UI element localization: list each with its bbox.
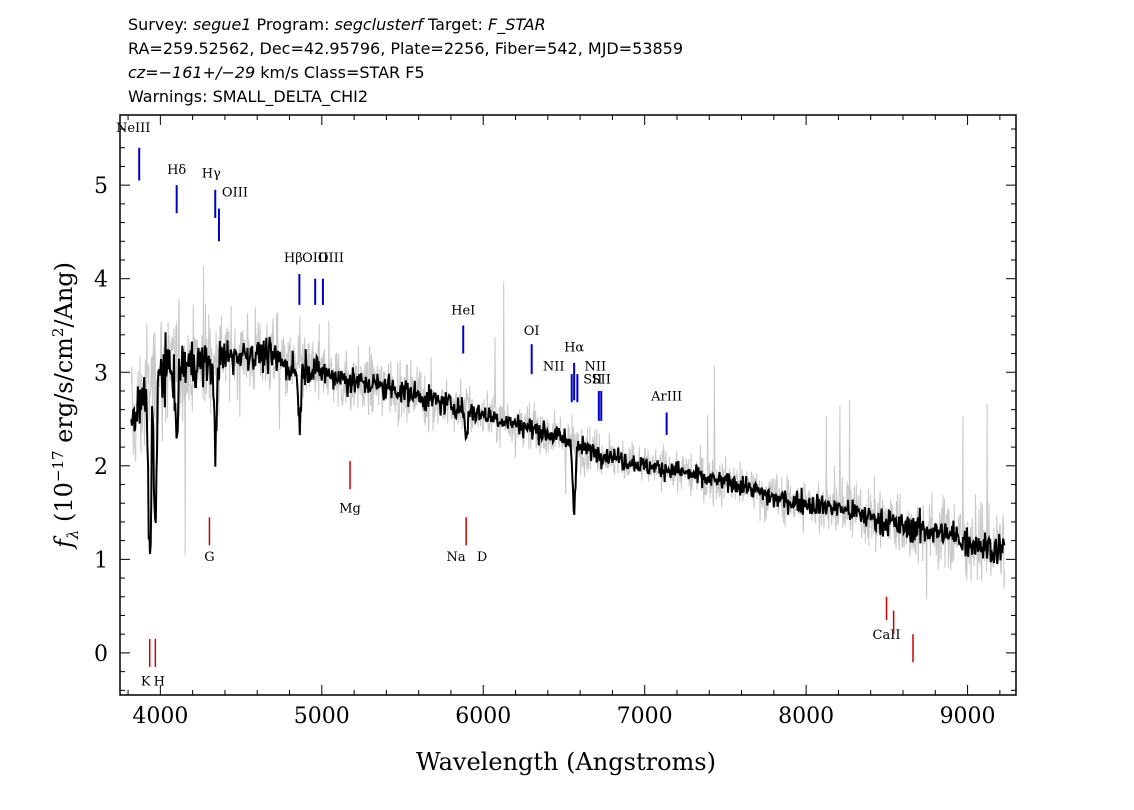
absorption-line-label: Na [447,550,466,565]
x-tick-label: 4000 [132,704,188,729]
emission-line-label: Hβ [284,251,303,266]
emission-line-label: Hα [564,341,584,356]
emission-line-label: SII [583,372,602,387]
flux-spectrum [130,332,1006,565]
emission-line-label: ArIII [650,389,682,404]
y-tick-label: 3 [94,361,108,386]
absorption-line-label: G [204,550,214,565]
axes: 4000 5000 6000 7000 8000 9000 0 1 2 3 4 5 [94,114,1017,729]
x-tick-label: 6000 [455,704,511,729]
x-tick-label: 9000 [940,704,996,729]
emission-line-label: OIII [318,251,344,266]
noise-spectrum [130,266,1005,600]
y-tick-label: 4 [94,268,108,293]
x-axis-title: Wavelength (Angstroms) [416,748,716,776]
header-line-3: cz=−161+/−29 km/s Class=STAR F5 [128,63,425,82]
emission-line-label: NII [585,359,607,374]
emission-line-label: OIII [302,251,328,266]
header: Survey: segue1 Program: segclusterf Targ… [128,15,683,107]
absorption-line-label: D [477,550,487,565]
emission-line-label: HeI [451,303,475,318]
y-tick-label: 0 [94,642,108,667]
emission-line-label: NII [543,359,565,374]
emission-line-label: NeIII [116,121,150,136]
y-tick-label: 2 [94,455,108,480]
plot-frame [119,114,1017,696]
header-line-2: RA=259.52562, Dec=42.95796, Plate=2256, … [128,39,683,58]
flux-trace [130,332,1006,565]
absorption-line-label: CaII [873,628,901,643]
absorption-line-label: Mg [339,502,361,517]
y-tick-label: 5 [94,174,108,199]
y-axis-title: fλ (10−17 erg/s/cm2/Ang) [49,262,82,550]
emission-line-label: Hδ [167,163,186,178]
emission-line-label: OIII [222,185,248,200]
emission-line-label: SII [592,372,611,387]
x-tick-label: 5000 [294,704,350,729]
emission-line-label: OI [524,324,540,339]
emission-line-label: Hγ [202,167,221,182]
header-line-4: Warnings: SMALL_DELTA_CHI2 [128,87,368,107]
y-tick-label: 1 [94,548,108,573]
noise-trace [130,266,1005,600]
x-tick-label: 8000 [778,704,834,729]
header-line-1: Survey: segue1 Program: segclusterf Targ… [128,15,546,35]
absorption-line-label: K [141,675,151,690]
absorption-line-label: H [154,675,165,690]
x-tick-label: 7000 [617,704,673,729]
